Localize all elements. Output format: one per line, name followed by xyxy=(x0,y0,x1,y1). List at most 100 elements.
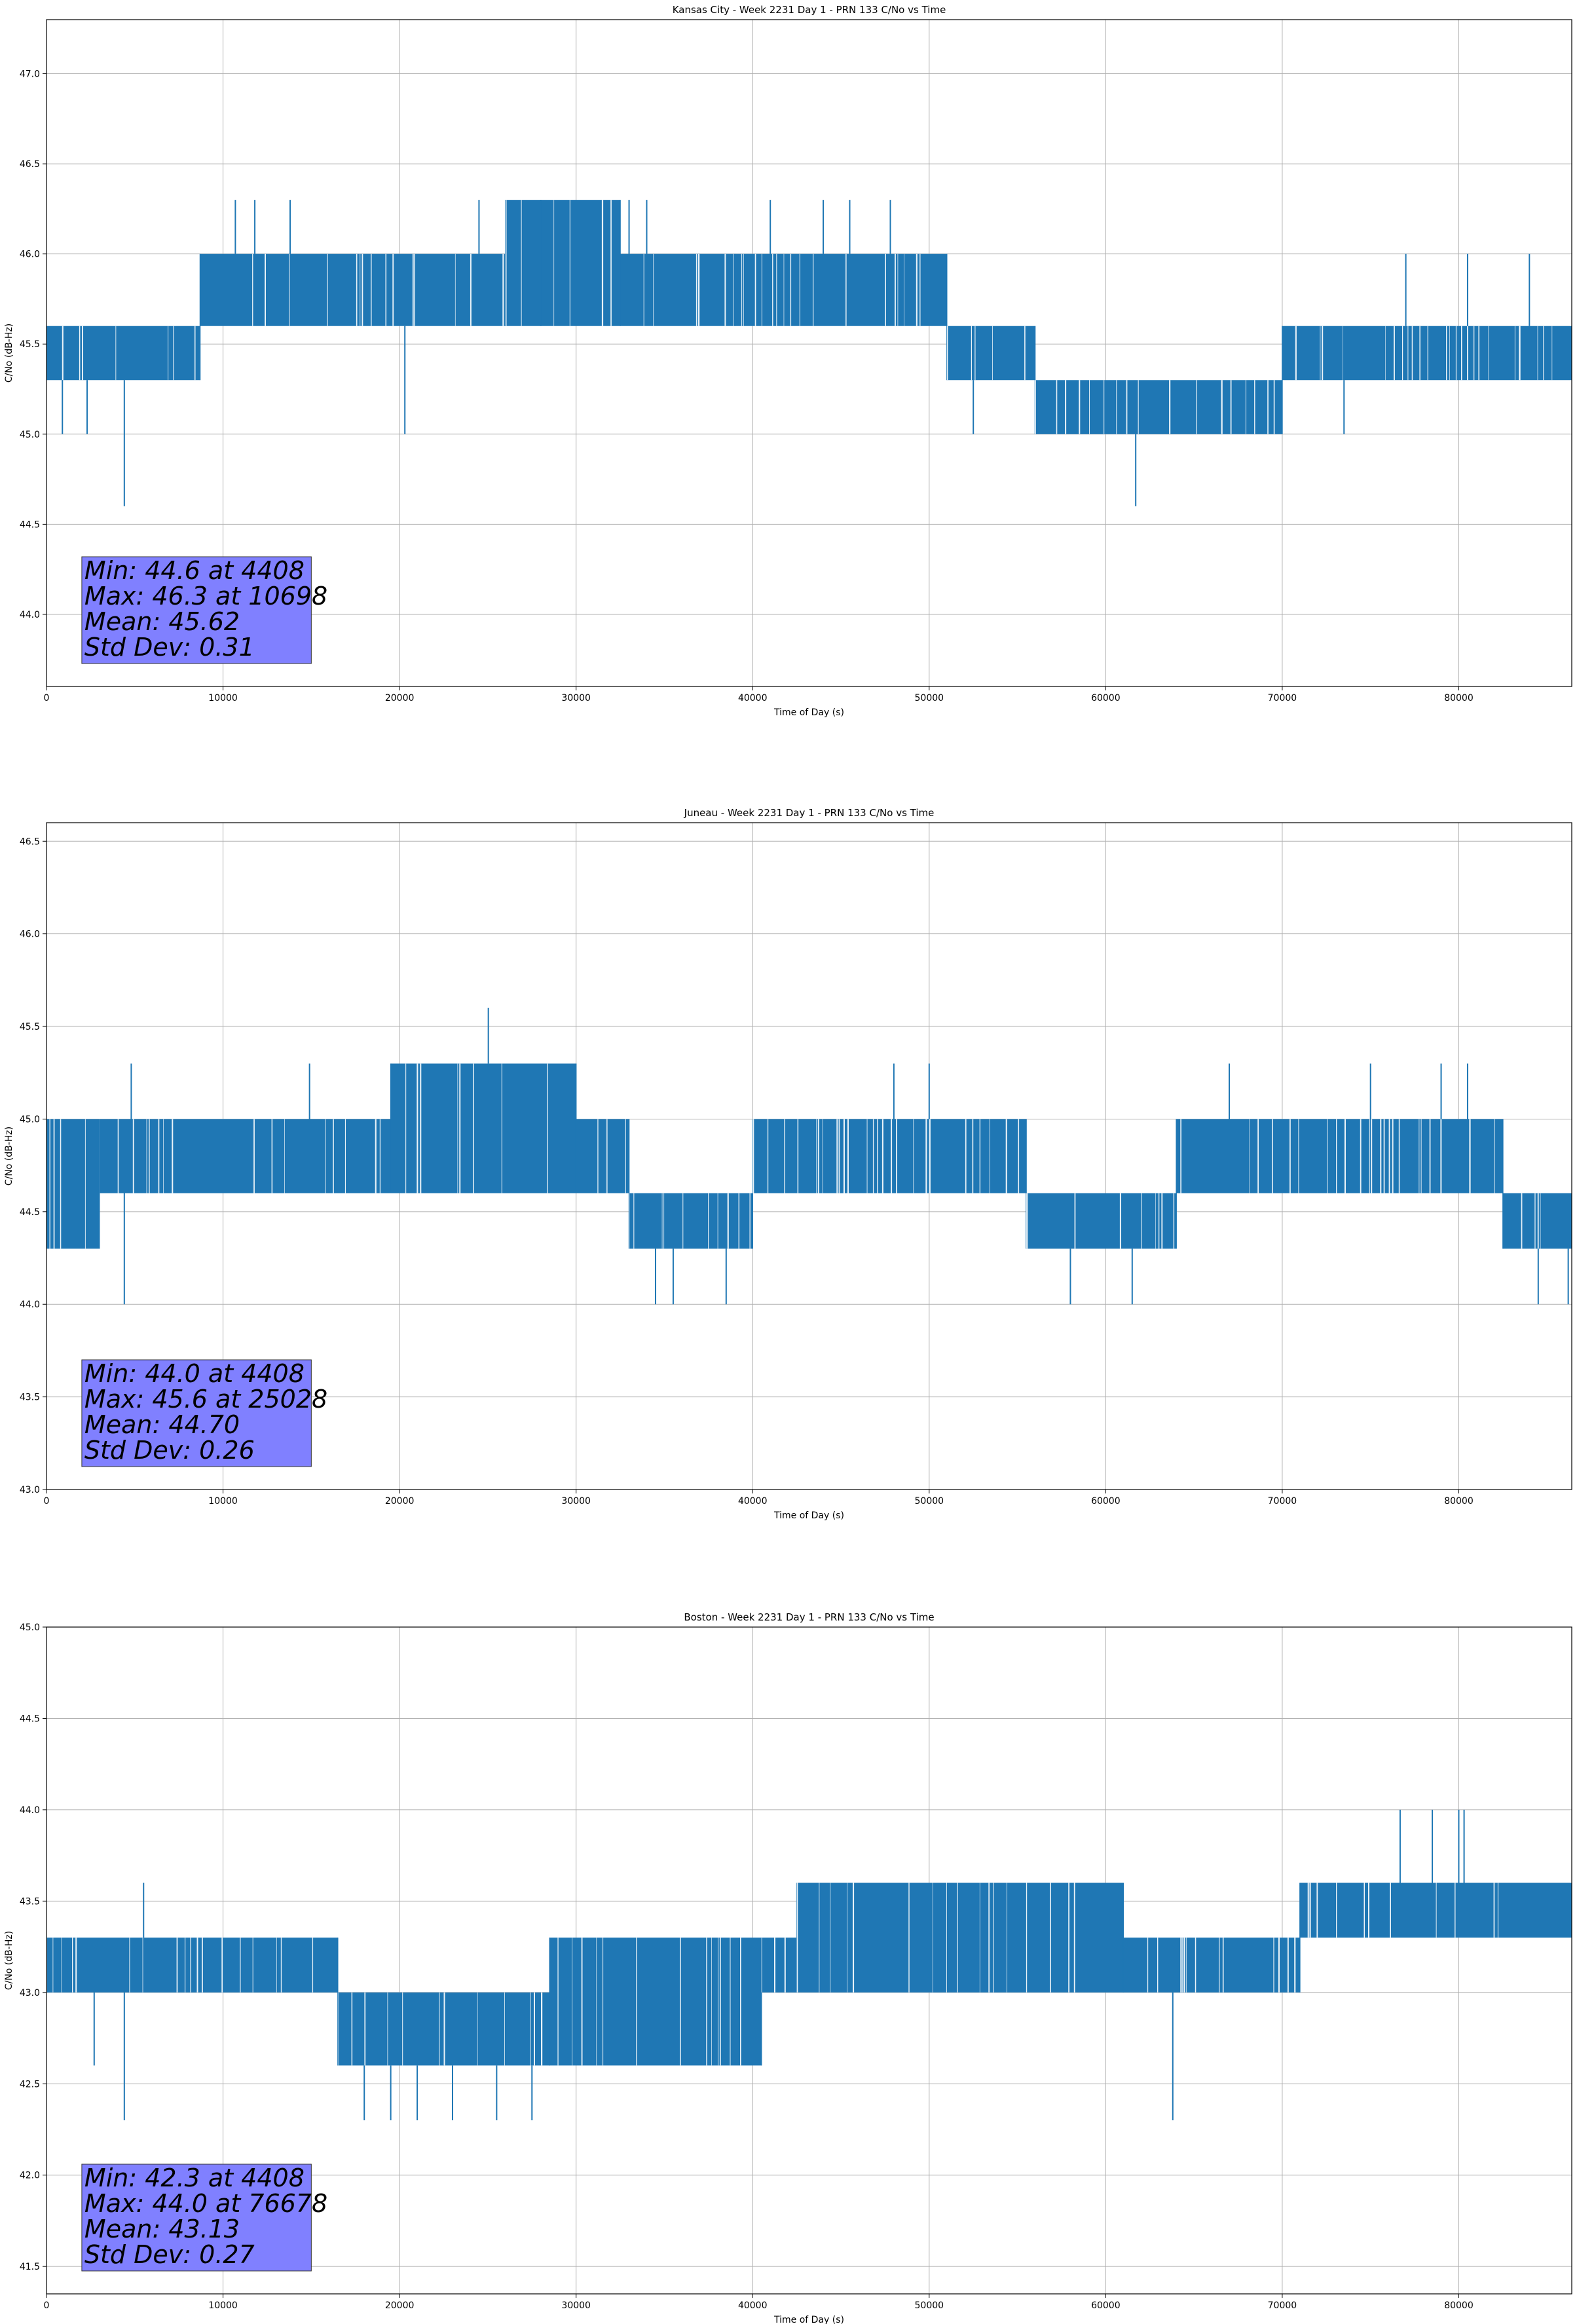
stats-text-line: Std Dev: 0.31 xyxy=(84,633,255,662)
trace-segment xyxy=(1176,1119,1503,1193)
x-tick-label: 40000 xyxy=(738,1496,768,1507)
y-tick-label: 45.0 xyxy=(20,1114,40,1125)
stats-text-line: Max: 45.6 at 25028 xyxy=(84,1385,327,1414)
y-tick-label: 43.5 xyxy=(20,1393,40,1403)
trace-segment xyxy=(390,1063,576,1193)
trace-gaps xyxy=(252,253,456,326)
y-tick-label: 44.5 xyxy=(20,1207,40,1218)
x-tick-label: 40000 xyxy=(738,2300,768,2311)
trace-segment xyxy=(620,253,735,326)
x-tick-label: 80000 xyxy=(1444,693,1474,703)
stats-text-line: Mean: 43.13 xyxy=(84,2215,240,2243)
y-tick-label: 44.0 xyxy=(20,1805,40,1816)
x-tick-label: 60000 xyxy=(1091,1496,1121,1507)
y-axis-label: C/No (dB-Hz) xyxy=(4,324,14,383)
trace-segment xyxy=(99,1119,391,1193)
trace-segment xyxy=(505,200,621,326)
trace-segment xyxy=(735,253,885,326)
y-axis-label: C/No (dB-Hz) xyxy=(4,1931,14,1990)
trace-segment xyxy=(752,1119,1027,1193)
x-axis-label: Time of Day (s) xyxy=(773,707,844,718)
y-tick-label: 43.0 xyxy=(20,1485,40,1495)
x-axis-label: Time of Day (s) xyxy=(773,1510,844,1521)
y-tick-label: 44.5 xyxy=(20,519,40,530)
y-tick-label: 46.5 xyxy=(20,836,40,847)
trace-segment xyxy=(629,1193,753,1249)
y-tick-label: 45.5 xyxy=(20,1022,40,1032)
y-tick-label: 44.0 xyxy=(20,610,40,620)
trace-gaps xyxy=(1147,1938,1296,1993)
x-axis-label: Time of Day (s) xyxy=(773,2315,844,2324)
trace-segment xyxy=(576,1119,629,1193)
cno-series xyxy=(46,200,1572,506)
trace-segment xyxy=(1026,1193,1177,1249)
trace-segment xyxy=(443,1992,550,2066)
y-tick-label: 43.0 xyxy=(20,1988,40,1998)
trace-gaps xyxy=(752,1119,1020,1193)
stats-text-line: Std Dev: 0.27 xyxy=(84,2240,255,2269)
trace-segment xyxy=(46,1938,338,1993)
stats-text-line: Min: 44.6 at 4408 xyxy=(84,556,305,585)
x-tick-label: 80000 xyxy=(1444,1496,1474,1507)
chart-title: Kansas City - Week 2231 Day 1 - PRN 133 … xyxy=(673,4,946,16)
stats-box xyxy=(81,2164,312,2272)
x-tick-label: 70000 xyxy=(1268,693,1297,703)
x-tick-label: 80000 xyxy=(1444,2300,1474,2311)
x-tick-label: 20000 xyxy=(385,1496,415,1507)
y-tick-label: 45.0 xyxy=(20,430,40,440)
x-tick-label: 30000 xyxy=(561,693,591,703)
x-tick-label: 0 xyxy=(44,2300,50,2311)
axes-frame xyxy=(46,822,1572,1490)
trace-segment xyxy=(1299,1883,1572,1938)
trace-segment xyxy=(761,1938,797,1993)
trace-segment xyxy=(946,326,1035,381)
x-tick-label: 30000 xyxy=(561,1496,591,1507)
axes-frame xyxy=(46,19,1572,687)
y-tick-label: 45.5 xyxy=(20,339,40,350)
stats-text-line: Min: 44.0 at 4408 xyxy=(84,1359,305,1388)
stats-text-line: Min: 42.3 at 4408 xyxy=(84,2164,305,2192)
y-tick-label: 46.0 xyxy=(20,929,40,940)
trace-gaps xyxy=(643,253,734,326)
trace-segment xyxy=(1282,326,1572,381)
x-tick-label: 10000 xyxy=(208,1496,238,1507)
y-tick-label: 42.0 xyxy=(20,2171,40,2181)
y-axis-label: C/No (dB-Hz) xyxy=(4,1127,14,1186)
x-tick-label: 10000 xyxy=(208,2300,238,2311)
stats-text-line: Mean: 44.70 xyxy=(84,1410,240,1439)
trace-segment xyxy=(1502,1193,1572,1249)
y-tick-label: 46.5 xyxy=(20,159,40,170)
cno-series xyxy=(46,1809,1572,2121)
x-tick-label: 40000 xyxy=(738,693,768,703)
cno-series xyxy=(46,1007,1572,1305)
x-tick-label: 50000 xyxy=(915,1496,944,1507)
x-tick-label: 70000 xyxy=(1268,1496,1297,1507)
chart-panel-3: Boston - Week 2231 Day 1 - PRN 133 C/No … xyxy=(4,1611,1572,2324)
y-tick-label: 45.0 xyxy=(20,1622,40,1633)
x-tick-label: 20000 xyxy=(385,693,415,703)
y-tick-label: 43.5 xyxy=(20,1896,40,1907)
x-tick-label: 10000 xyxy=(208,693,238,703)
stats-text-line: Std Dev: 0.26 xyxy=(84,1436,255,1465)
y-tick-label: 44.5 xyxy=(20,1714,40,1724)
trace-segment xyxy=(200,253,470,326)
chart-title: Juneau - Week 2231 Day 1 - PRN 133 C/No … xyxy=(684,807,935,819)
x-tick-label: 0 xyxy=(44,1496,50,1507)
trace-segment xyxy=(885,253,947,326)
trace-segment xyxy=(549,1938,762,2066)
x-tick-label: 30000 xyxy=(561,2300,591,2311)
trace-gaps xyxy=(1521,1193,1541,1249)
stats-box xyxy=(81,1359,312,1467)
trace-segment xyxy=(1123,1938,1300,1993)
trace-segment xyxy=(46,1119,100,1249)
chart-panel-2: Juneau - Week 2231 Day 1 - PRN 133 C/No … xyxy=(4,807,1572,1521)
x-tick-label: 50000 xyxy=(915,693,944,703)
x-tick-label: 0 xyxy=(44,693,50,703)
stats-text-line: Max: 46.3 at 10698 xyxy=(84,582,327,610)
x-tick-label: 60000 xyxy=(1091,693,1121,703)
x-tick-label: 50000 xyxy=(915,2300,944,2311)
stats-text-line: Max: 44.0 at 76678 xyxy=(84,2189,327,2218)
x-tick-label: 60000 xyxy=(1091,2300,1121,2311)
stats-box xyxy=(81,556,312,664)
